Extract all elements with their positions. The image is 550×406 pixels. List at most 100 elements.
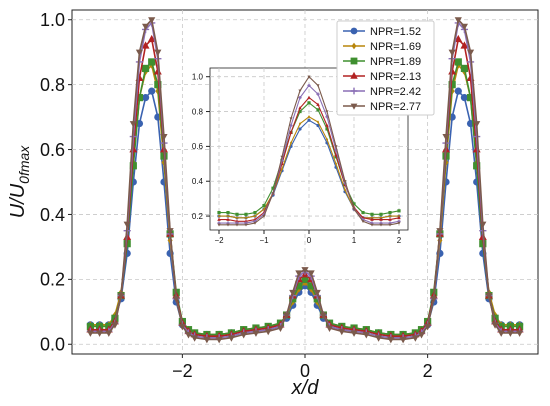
inset-data-point — [316, 92, 320, 96]
main-data-point — [95, 330, 104, 337]
inset-y-tick-label: 0.6 — [192, 142, 204, 151]
main-data-point — [86, 330, 94, 337]
inset-data-point — [226, 217, 230, 221]
main-data-point — [506, 330, 515, 337]
inset-series-2 — [217, 115, 401, 220]
main-data-point — [460, 94, 469, 102]
main-data-point — [307, 270, 315, 277]
legend-entry: NPR=2.42 — [343, 86, 421, 98]
main-data-point — [295, 270, 303, 277]
main-data-point — [148, 17, 156, 24]
main-data-point — [141, 41, 150, 49]
main-y-tick-label: 0.2 — [40, 270, 65, 290]
legend-entry: NPR=1.89 — [343, 56, 421, 68]
inset-data-point — [388, 223, 392, 227]
legend-entry: NPR=1.69 — [343, 41, 421, 53]
legend-swatch-marker — [350, 71, 358, 79]
main-data-point — [141, 64, 150, 73]
inset-data-point — [280, 155, 284, 159]
inset-data-point — [343, 180, 347, 183]
legend-entry: NPR=2.13 — [343, 71, 421, 83]
inset-data-point — [235, 216, 239, 220]
x-axis-label: x/d — [291, 377, 320, 399]
main-data-point — [473, 162, 481, 170]
main-data-point — [129, 162, 137, 170]
inset-data-point — [325, 127, 329, 131]
inset-y-tick-label: 0.4 — [192, 177, 204, 186]
main-data-point — [148, 58, 156, 66]
inset-data-point — [388, 214, 392, 218]
inset-data-point — [388, 210, 392, 215]
inset-data-point — [397, 209, 401, 213]
inset-data-point — [262, 207, 266, 211]
main-data-point — [184, 332, 193, 339]
inset-data-point — [379, 217, 383, 221]
main-data-point — [460, 23, 469, 31]
main-data-point — [516, 330, 524, 337]
inset-data-point — [388, 217, 392, 221]
main-data-point — [430, 296, 438, 303]
main-data-point — [313, 289, 321, 297]
main-data-point — [295, 282, 303, 290]
main-data-point — [479, 221, 487, 229]
main-data-point — [105, 330, 113, 337]
inset-data-point — [307, 95, 311, 99]
main-data-point — [129, 121, 137, 128]
inset-data-point — [307, 75, 311, 79]
main-data-point — [264, 328, 272, 336]
main-y-tick-label: 0.4 — [40, 205, 65, 225]
inset-data-point — [289, 141, 293, 145]
legend-label: NPR=2.13 — [370, 71, 421, 83]
main-y-tick-label: 0.0 — [40, 335, 65, 355]
inset-x-tick-label: −1 — [259, 236, 269, 245]
inset-data-point — [361, 210, 365, 215]
main-data-point — [166, 228, 174, 235]
inset-data-point — [325, 110, 329, 114]
inset-data-point — [370, 217, 374, 221]
main-data-point — [350, 330, 358, 337]
main-data-point — [301, 275, 309, 283]
main-data-point — [473, 121, 481, 128]
main-data-point — [307, 282, 315, 290]
inset-data-point — [307, 118, 311, 122]
inset-data-point — [217, 223, 221, 227]
inset-data-point — [352, 207, 356, 211]
inset-data-point — [226, 223, 230, 227]
inset-data-point — [298, 122, 302, 126]
inset-data-point — [352, 202, 356, 206]
inset-y-tick-label: 0.8 — [192, 107, 204, 116]
main-data-point — [148, 87, 156, 95]
main-data-point — [301, 267, 309, 274]
inset-data-point — [262, 214, 266, 218]
main-data-point — [387, 336, 395, 344]
legend-swatch-marker — [350, 57, 358, 65]
legend-label: NPR=2.77 — [370, 101, 421, 113]
legend-label: NPR=1.69 — [370, 41, 421, 53]
main-y-tick-label: 0.6 — [40, 140, 65, 160]
main-data-point — [325, 325, 334, 332]
inset-data-point — [298, 106, 302, 110]
y-axis-label: U/U0fmax — [7, 145, 32, 219]
main-data-point — [240, 332, 248, 339]
legend-label: NPR=1.52 — [370, 26, 421, 38]
y-axis-label-subscript: 0fmax — [16, 145, 32, 184]
main-data-point — [374, 335, 383, 342]
main-data-point — [448, 49, 456, 57]
inset-data-point — [226, 214, 230, 218]
main-data-point — [215, 336, 223, 344]
main-data-point — [191, 335, 199, 342]
main-data-point — [497, 330, 505, 337]
inset-x-tick-label: 2 — [397, 236, 402, 245]
inset-data-point — [298, 89, 302, 93]
main-data-point — [147, 34, 156, 43]
main-data-point — [466, 49, 475, 57]
inset-x-tick-label: −2 — [214, 236, 224, 245]
main-data-point — [319, 312, 327, 320]
main-data-point — [135, 94, 144, 102]
inset-data-point — [325, 137, 329, 142]
inset-data-point — [316, 102, 320, 106]
inset-data-point — [307, 101, 311, 105]
inset-data-point — [316, 120, 320, 124]
main-x-tick-label: 0 — [300, 361, 310, 381]
